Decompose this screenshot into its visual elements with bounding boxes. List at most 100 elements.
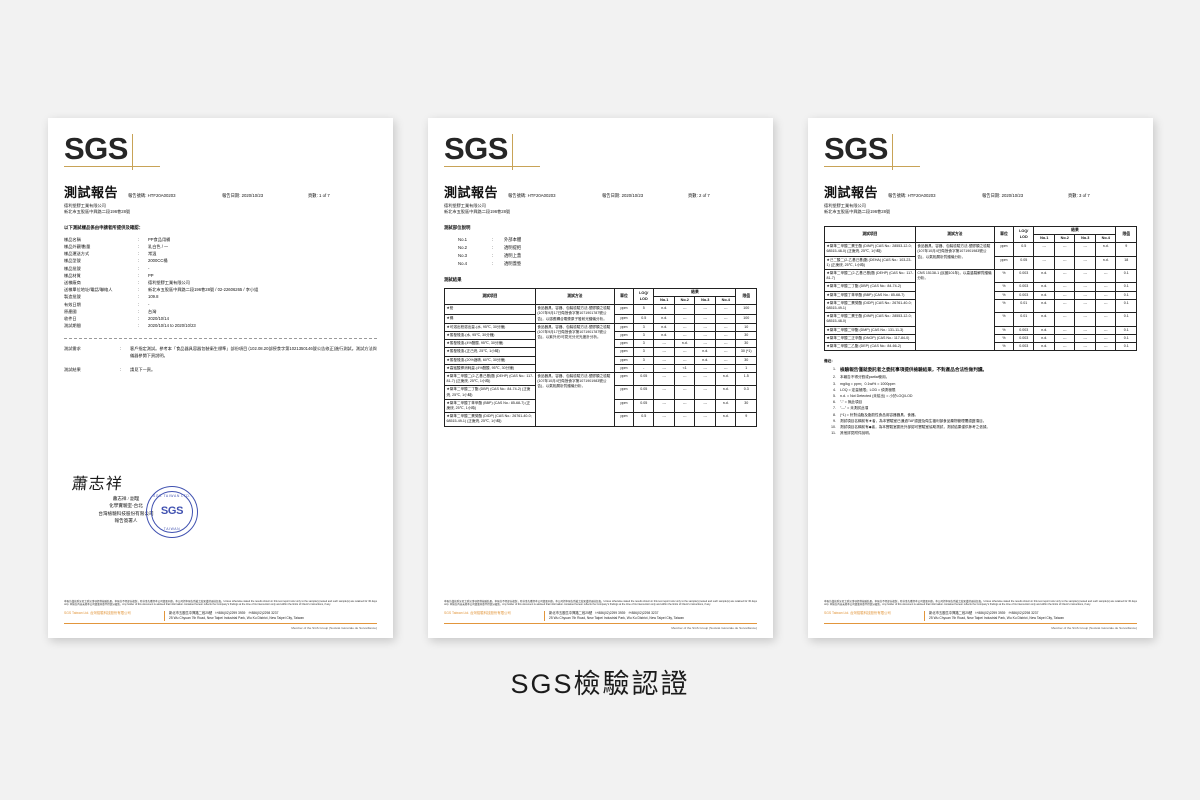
cell-no3: --- [1074,269,1096,284]
cell-no4: --- [714,339,737,349]
note-text: "-" = 無此項目 [840,400,863,405]
test-part-row: No.4 : 透明蓋墊 [444,260,757,268]
report-meta: 報告號碼: HTF20A00203 報告日期: 2020/10/23 頁數: 2… [508,192,757,201]
field-value: 乳白色 / 一 [148,244,169,250]
footer-address-en: 25 Wu Chyuan 7th Road, New Taipei Indust… [549,616,684,620]
cell-limit: 0.1 [1115,282,1137,292]
cell-no4: --- [714,322,737,333]
table-row: ★蒸發殘渣-(20%酒精, 60℃, 30分鐘) ppm 3 --- --- n… [444,355,757,365]
report-header: 測試報告 報告號碼: HTF20A00203 報告日期: 2020/10/23 … [824,182,1137,201]
cell-loq: 5 [632,304,655,315]
signature-line: 台灣檢驗科技股份有限公司 [98,510,154,516]
cell-item: ★己二酸二(2-乙基己基)酯 (DEHA) (CAS No.: 103-23-1… [824,255,916,271]
cell-no2: --- [1053,312,1076,327]
field-value: PP食品用桶 [148,236,171,242]
field-colon: : [138,316,140,322]
note-row: 1. 檢驗報告僅就委託者之委託事項提供檢驗結果，不對產品合法性做判讀。 [824,366,1137,374]
cell-item: ★鄰苯二甲酸二乙酯 (DEP) (CAS No.: 84-66-2) [824,342,916,352]
note-number: 4. [833,387,836,392]
field-value: 常溫 [148,251,157,257]
report-date: 報告日期: 2020/10/23 [982,192,1060,199]
note-row: 8. (*1) = 針對油脂及脂肪性食品用容器器具、食器。 [824,412,1137,418]
report-number-label: 報告號碼: [128,193,147,198]
note-row: 5. n.d. = Not Detected (未檢出) = 小於LOQ/LOD [824,393,1137,399]
stamp-top-text: SGS TAIWAN LTD. [153,494,191,498]
section-divider [64,338,377,340]
report-date: 報告日期: 2020/10/23 [602,192,680,199]
footer-address-zh: 新北市五股區中興路二段25號 t+886(02)2299 3939 f+886(… [929,611,1039,615]
cell-limit: 9 [1115,242,1137,257]
requirement-value: 請見下一頁。 [130,366,156,372]
cell-item: ★鄰苯二甲酸丁苯甲酯 (BBP) (CAS No.: 85-68-7) [824,290,916,300]
client-address: 新北市五股區中興路二段196巷28號 [64,209,131,215]
cell-limit: 1.5 [735,372,757,387]
cell-no3: --- [694,363,716,374]
test-part-list: No.1 : 外部本體 No.2 : 透明提把 No.3 : 透明上蓋 No.4… [444,236,757,268]
report-date: 報告日期: 2020/10/23 [222,192,300,199]
report-meta: 報告號碼: HTF20A00203 報告日期: 2020/10/23 頁數: 3… [888,192,1137,201]
cell-no3: --- [694,322,716,333]
cell-item: ★可溶出鉛溶出量-(水, 95℃, 30分鐘) [444,322,536,333]
th-loq: LOQ/ LOD [1012,225,1035,244]
cell-limit: 30 [735,331,757,341]
report-page-3: SGS 測試報告 報告號碼: HTF20A00203 報告日期: 2020/10… [808,118,1153,638]
note-text: 測試項目名稱前有★者，為本實驗室已通過TAF認證及衛生福利部食品藥物管理署認證項… [840,418,987,423]
cell-no3: --- [694,304,716,315]
cell-no1: n.d. [653,322,675,333]
cell-no2: --- [1053,298,1076,314]
th-limit: 限值 [735,287,757,306]
table-row: ★鄰苯二甲酸丁苯甲酯 (BBP) (CAS No.: 85-68-7) (正庚烷… [444,398,757,414]
notes-title: 備註： [824,359,835,364]
footer-address-en: 25 Wu Chyuan 7th Road, New Taipei Indust… [169,616,304,620]
table-row: ★鉛 食品器具、容器、包裝檢驗方法-塑膠類之檢驗 (107年9月17日衛授食字第… [444,304,757,324]
page-number: 頁數: 2 of 7 [688,193,710,198]
note-row: 7. "---" = 未測試此項 [824,405,1137,411]
cell-unit: ppm [613,313,634,324]
cell-unit: ppm [613,385,634,400]
requirement-key: 測試需求 [64,346,81,352]
page-number: 頁數: 3 of 7 [1068,193,1090,198]
cell-limit: 30 [735,339,757,349]
field-value: 109.8 [148,294,159,300]
sample-field-row: 樣品外觀/數量 : 乳白色 / 一 [64,243,377,250]
note-number: 9. [833,418,836,423]
cell-loq: 0.003 [1012,325,1035,335]
cell-loq: 0.5 [1012,242,1035,257]
cell-unit: % [993,312,1014,327]
th-unit: 單位 [613,287,634,306]
cell-unit: % [993,282,1014,292]
sgs-logo: SGS [64,132,377,176]
cell-no3: --- [694,398,716,414]
cell-unit: ppm [613,304,634,315]
cell-no4: --- [714,363,737,374]
table-row: ★己二酸二(2-乙基己基)酯 (DEHA) (CAS No.: 103-23-1… [824,255,1137,271]
cell-item: ★蒸發殘渣-(4%醋酸, 95℃, 30分鐘) [444,339,536,349]
cell-no3: --- [694,385,716,400]
cell-no2: --- [1053,325,1076,335]
part-colon: : [492,252,494,258]
table-header-row: 測試項目 測試方法 單位 LOQ/ LOD 結果 限值 [824,225,1137,244]
field-value: 2020/10/14 [148,316,169,322]
part-description: 透明上蓋 [504,252,522,258]
report-number: 報告號碼: HTF20A00203 [508,192,594,199]
client-block: 德利塑膠工業有限公司 新北市五股區中興路二段196巷28號 [64,203,377,216]
field-value: 2000CC桶 [148,258,168,264]
sgs-logo-text: SGS [824,131,888,166]
cell-no3: --- [1074,282,1096,292]
footer-member: Member of the SGS Group (Société Général… [671,626,757,630]
cell-no2: --- [673,331,696,341]
note-number: 10. [831,425,836,430]
cell-unit: ppm [613,355,634,365]
sample-field-row: 樣品名稱 : PP食品用桶 [64,236,377,243]
part-description: 透明蓋墊 [504,260,522,266]
report-number-value: HTF20A00203 [527,193,556,198]
cell-item: ★鎘 [444,313,536,324]
cell-no3: --- [694,372,716,387]
sample-field-row: 收件日 : 2020/10/14 [64,315,377,322]
cell-no2: --- [1053,255,1076,271]
cell-item: ★鉛 [444,304,536,315]
cell-unit: % [993,269,1014,284]
client-address: 新北市五股區中興路二段196巷28號 [824,209,891,215]
cell-no4: --- [1094,312,1117,327]
table-row: ★鎘 ppm 0.5 n.d. --- --- --- 100 [444,313,757,324]
